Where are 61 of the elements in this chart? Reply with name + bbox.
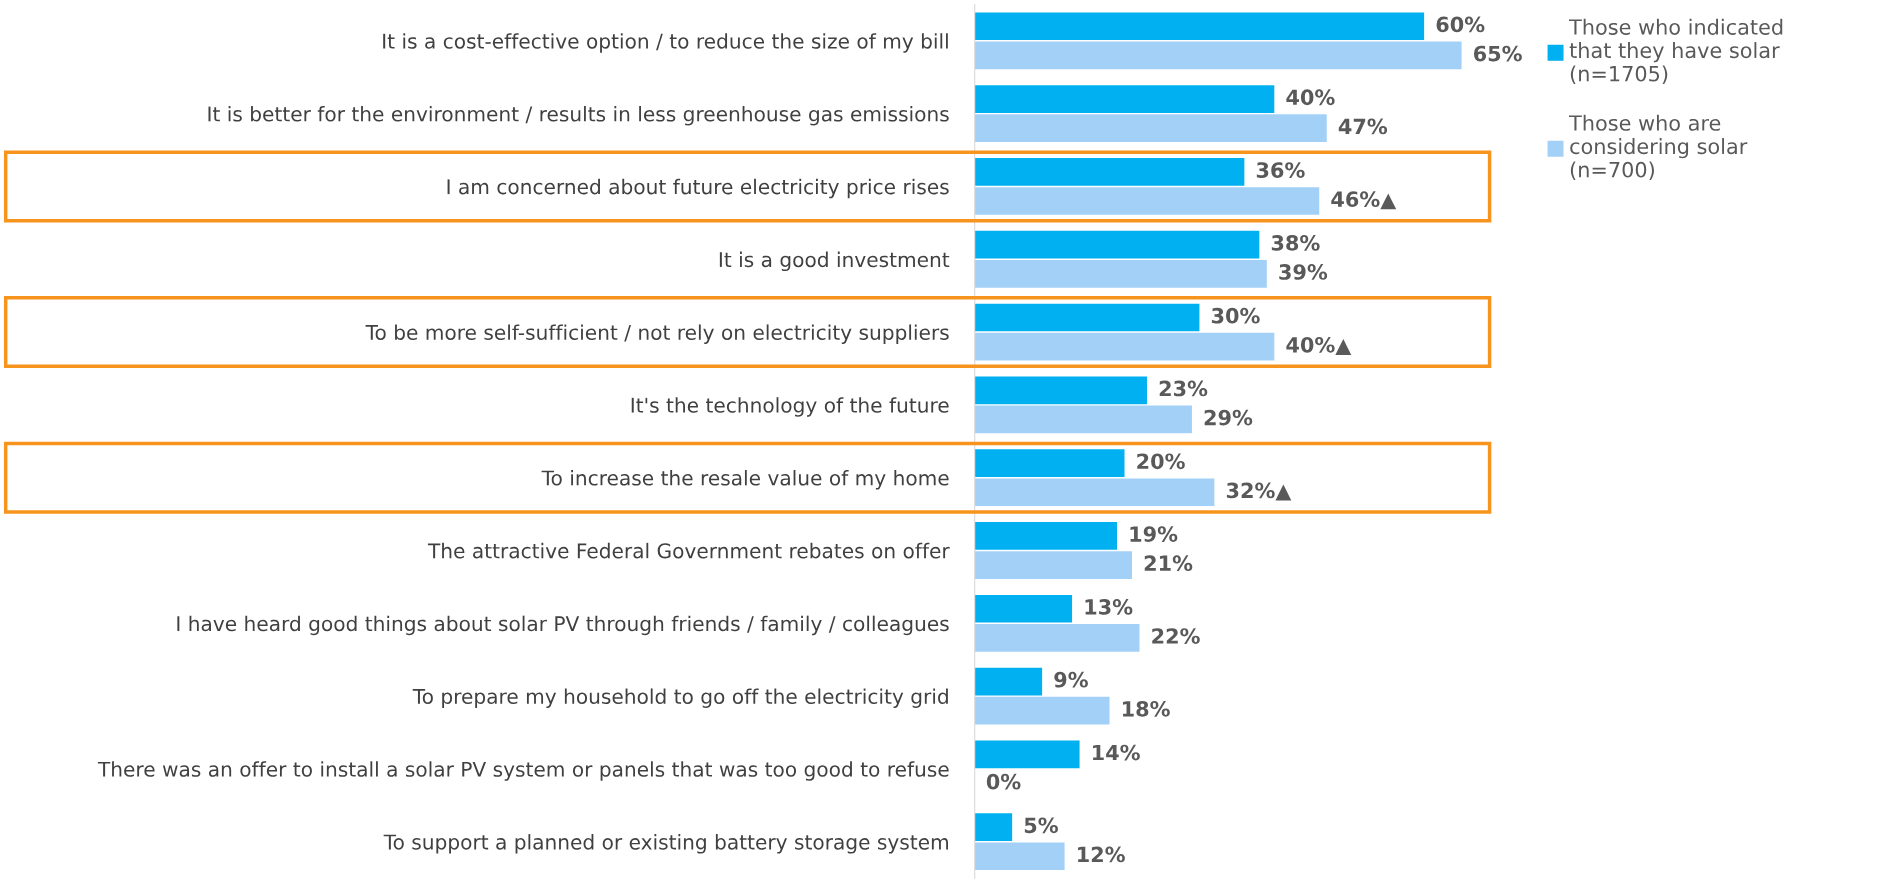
y-tick-label: There was an offer to install a solar PV system or panels that was too good to refuse bbox=[97, 761, 949, 781]
data-label: 47% bbox=[1338, 118, 1388, 135]
data-label: 60% bbox=[1436, 16, 1485, 33]
data-label: 13% bbox=[1085, 599, 1133, 615]
bar bbox=[974, 41, 1462, 70]
y-tick-label: To support a planned or existing battery storage system bbox=[383, 834, 948, 854]
data-label: 21% bbox=[1144, 555, 1193, 572]
bar bbox=[974, 12, 1425, 41]
bar bbox=[974, 740, 1080, 769]
bar bbox=[974, 551, 1132, 579]
y-tick-label: I have heard good things about solar PV through friends / family / colleagues bbox=[177, 615, 949, 636]
data-label: 19% bbox=[1130, 526, 1178, 542]
data-label: 32%▲ bbox=[1226, 482, 1292, 501]
y-tick-label: It's the technology of the future bbox=[631, 397, 949, 417]
bar bbox=[974, 594, 1073, 623]
legend-label: Those who are considering solar (n=700) bbox=[1569, 114, 1748, 180]
bar bbox=[974, 158, 1245, 186]
data-label: 22% bbox=[1152, 628, 1200, 644]
bar bbox=[974, 449, 1125, 477]
y-tick-label: The attractive Federal Government rebates on offer bbox=[427, 542, 950, 559]
y-tick-label: To prepare my household to go off the electricity grid bbox=[412, 688, 948, 708]
bar bbox=[974, 813, 1013, 841]
data-label: 36% bbox=[1256, 162, 1305, 178]
bar bbox=[974, 332, 1275, 361]
data-label: 30% bbox=[1211, 307, 1260, 324]
bar bbox=[974, 842, 1065, 871]
data-label: 39% bbox=[1279, 264, 1328, 280]
bar bbox=[974, 522, 1118, 550]
data-label: 46%▲ bbox=[1331, 191, 1397, 210]
data-label: 5% bbox=[1024, 817, 1058, 834]
data-label: 40%▲ bbox=[1286, 336, 1352, 355]
bar bbox=[974, 624, 1140, 652]
bar bbox=[974, 230, 1260, 259]
y-tick-label: It is a cost-effective option / to reduce the size of my bill bbox=[383, 33, 948, 53]
y-tick-label: It is better for the environment / results in less greenhouse gas emissions bbox=[208, 106, 949, 126]
data-label: 38% bbox=[1271, 234, 1320, 251]
bar bbox=[974, 85, 1275, 113]
data-label: 0% bbox=[986, 773, 1021, 790]
y-tick-label: To increase the resale value of my home bbox=[541, 470, 949, 490]
data-label: 12% bbox=[1078, 846, 1125, 863]
bar bbox=[974, 259, 1267, 288]
data-label: 65% bbox=[1473, 45, 1522, 62]
data-label: 9% bbox=[1054, 671, 1088, 688]
bar bbox=[974, 696, 1110, 725]
data-label: 20% bbox=[1137, 453, 1185, 470]
y-tick-label: It is a good investment bbox=[719, 251, 950, 272]
bar bbox=[974, 667, 1043, 696]
bar bbox=[974, 405, 1192, 434]
data-label: 40% bbox=[1286, 89, 1335, 106]
legend-label: Those who indicated that they have solar (n=1705) bbox=[1569, 18, 1783, 84]
y-tick-label: I am concerned about future electricity price rises bbox=[447, 178, 949, 199]
bar bbox=[974, 376, 1147, 405]
bar bbox=[974, 187, 1320, 215]
bar bbox=[974, 114, 1327, 143]
data-label: 29% bbox=[1204, 409, 1253, 426]
y-tick-label: To be more self-sufficient / not rely on electricity suppliers bbox=[365, 324, 949, 344]
bar bbox=[974, 303, 1200, 332]
bar bbox=[974, 478, 1215, 507]
data-label: 14% bbox=[1093, 744, 1140, 761]
data-label: 23% bbox=[1159, 380, 1208, 397]
data-label: 18% bbox=[1122, 700, 1170, 717]
